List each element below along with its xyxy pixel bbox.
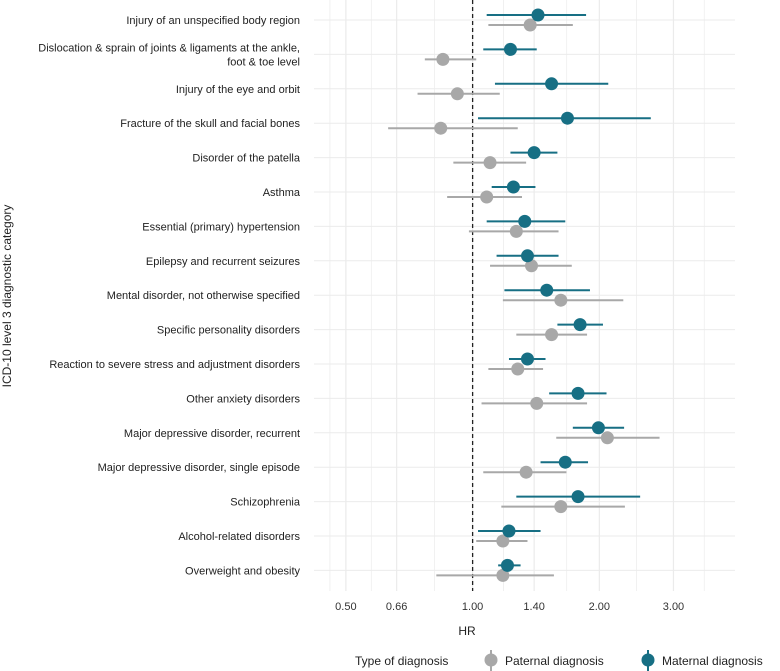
hazard-ratio-points bbox=[434, 8, 614, 582]
paternal-hr-point bbox=[525, 259, 539, 273]
maternal-hr-point bbox=[571, 490, 585, 504]
horizontal-gridlines bbox=[314, 19, 735, 571]
x-axis-title: HR bbox=[458, 624, 476, 638]
maternal-hr-point bbox=[571, 386, 585, 400]
y-axis-title: ICD-10 level 3 diagnostic category bbox=[0, 205, 14, 388]
maternal-hr-point bbox=[573, 318, 587, 332]
paternal-hr-point bbox=[450, 87, 464, 101]
category-label: Injury of an unspecified body region bbox=[126, 15, 300, 27]
x-tick-label: 1.40 bbox=[523, 601, 544, 613]
category-label: Alcohol-related disorders bbox=[178, 531, 300, 543]
maternal-hr-point bbox=[502, 524, 516, 538]
maternal-hr-point bbox=[560, 111, 574, 125]
confidence-intervals bbox=[388, 14, 660, 577]
category-label-line: Dislocation & sprain of joints & ligamen… bbox=[38, 42, 300, 54]
maternal-hr-point bbox=[545, 77, 559, 91]
category-label: Asthma bbox=[263, 187, 301, 199]
legend-key-paternal bbox=[484, 650, 498, 671]
category-label: Other anxiety disorders bbox=[186, 393, 300, 405]
paternal-hr-point bbox=[480, 190, 494, 204]
paternal-hr-point bbox=[511, 362, 525, 376]
maternal-hr-point bbox=[558, 455, 572, 469]
x-tick-label: 1.00 bbox=[462, 601, 483, 613]
category-label: Injury of the eye and orbit bbox=[176, 84, 300, 96]
legend-title: Type of diagnosis bbox=[355, 654, 448, 668]
legend-label-maternal: Maternal diagnosis bbox=[662, 654, 763, 668]
paternal-hr-point bbox=[509, 224, 523, 238]
maternal-hr-point bbox=[531, 8, 545, 22]
x-axis-tick-labels: 0.50 0.66 1.00 1.40 2.00 3.00 bbox=[335, 601, 684, 613]
paternal-hr-point bbox=[530, 396, 544, 410]
category-label: Overweight and obesity bbox=[185, 565, 300, 577]
x-tick-label: 2.00 bbox=[589, 601, 610, 613]
category-label: Major depressive disorder, single episod… bbox=[98, 462, 300, 474]
category-label: Fracture of the skull and facial bones bbox=[120, 118, 300, 130]
category-label: Mental disorder, not otherwise specified bbox=[107, 290, 300, 302]
paternal-hr-point bbox=[496, 568, 510, 582]
maternal-hr-point bbox=[527, 146, 541, 160]
legend-paternal-point bbox=[484, 653, 498, 667]
maternal-hr-point bbox=[540, 283, 554, 297]
category-label: Specific personality disorders bbox=[157, 325, 301, 337]
legend-key-maternal bbox=[641, 650, 655, 671]
maternal-hr-point bbox=[500, 558, 514, 572]
x-tick-label: 0.66 bbox=[386, 601, 407, 613]
paternal-hr-point bbox=[436, 52, 450, 66]
paternal-hr-point bbox=[523, 18, 537, 32]
x-tick-label: 0.50 bbox=[335, 601, 356, 613]
paternal-hr-point bbox=[554, 293, 568, 307]
category-label: Essential (primary) hypertension bbox=[142, 221, 300, 233]
maternal-hr-point bbox=[520, 352, 534, 366]
category-label: Reaction to severe stress and adjustment… bbox=[49, 359, 300, 371]
category-label: Epilepsy and recurrent seizures bbox=[146, 256, 301, 268]
legend: Type of diagnosis Paternal diagnosis Mat… bbox=[355, 650, 763, 671]
x-tick-label: 3.00 bbox=[663, 601, 684, 613]
legend-label-paternal: Paternal diagnosis bbox=[505, 654, 604, 668]
paternal-hr-point bbox=[496, 534, 510, 548]
category-label: Disorder of the patella bbox=[192, 153, 300, 165]
maternal-hr-point bbox=[591, 421, 605, 435]
category-labels: Injury of an unspecified body region Disl… bbox=[38, 15, 301, 577]
legend-maternal-point bbox=[641, 653, 655, 667]
paternal-hr-point bbox=[434, 121, 448, 135]
maternal-hr-point bbox=[503, 42, 517, 56]
paternal-hr-point bbox=[600, 431, 614, 445]
paternal-hr-point bbox=[483, 156, 497, 170]
paternal-hr-point bbox=[545, 328, 559, 342]
paternal-hr-point bbox=[519, 465, 533, 479]
category-label: Schizophrenia bbox=[230, 497, 301, 509]
maternal-hr-point bbox=[518, 214, 532, 228]
category-label: Major depressive disorder, recurrent bbox=[124, 428, 300, 440]
category-label-line: foot & toe level bbox=[227, 56, 300, 68]
paternal-hr-point bbox=[554, 500, 568, 514]
maternal-hr-point bbox=[520, 249, 534, 263]
maternal-hr-point bbox=[506, 180, 520, 194]
